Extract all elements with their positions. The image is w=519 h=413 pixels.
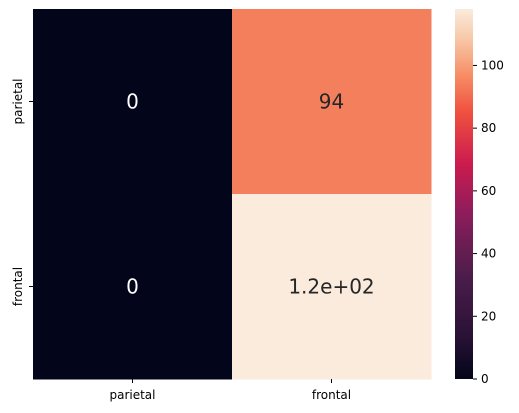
colorbar-tick-label: 0 [481, 372, 489, 386]
y-tick-label: parietal [11, 78, 25, 124]
y-tick-label: frontal [11, 267, 25, 306]
colorbar-tick-label: 100 [481, 58, 504, 72]
heatmap-cell-frontal-parietal [33, 194, 233, 380]
colorbar-gradient [455, 9, 473, 379]
colorbar-tick-label: 40 [481, 247, 496, 261]
heatmap-cell-parietal-parietal [33, 9, 233, 195]
cell-annotation: 0 [126, 275, 139, 299]
heatmap-cells [33, 9, 432, 380]
colorbar [455, 9, 473, 379]
x-tick-label: frontal [312, 388, 351, 402]
cell-annotation: 1.2e+02 [288, 275, 374, 299]
colorbar-ticks: 0 20 40 60 80 100 [473, 58, 504, 386]
cell-annotation: 94 [319, 90, 344, 114]
heatmap-cell-frontal-frontal [232, 194, 432, 380]
cell-annotation: 0 [126, 90, 139, 114]
cell-annotations: 0 94 0 1.2e+02 [126, 90, 375, 299]
colorbar-tick-label: 80 [481, 121, 496, 135]
y-axis: parietal frontal [11, 78, 33, 306]
x-axis: parietal frontal [109, 379, 351, 402]
x-tick-label: parietal [109, 388, 155, 402]
colorbar-tick-label: 60 [481, 184, 496, 198]
heatmap-cell-parietal-frontal [232, 9, 432, 195]
colorbar-tick-label: 20 [481, 309, 496, 323]
